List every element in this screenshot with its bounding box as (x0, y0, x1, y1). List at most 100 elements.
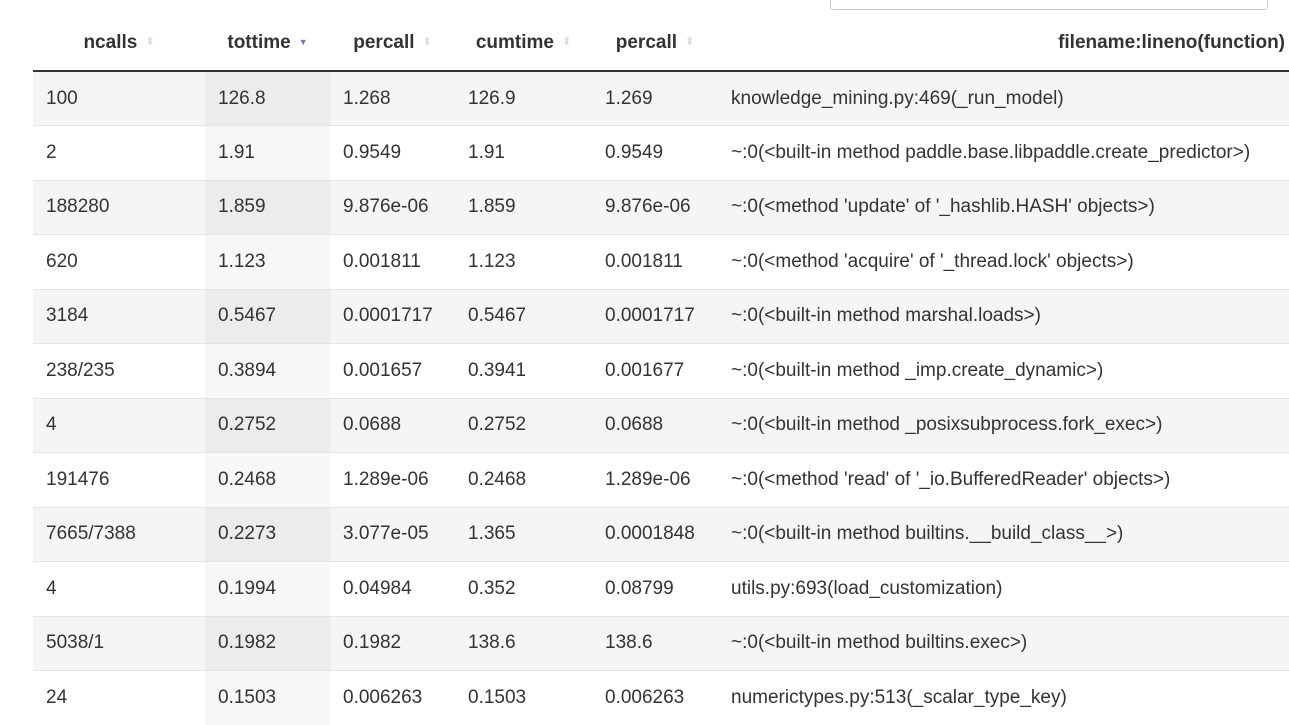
cell-tottime: 1.123 (205, 235, 330, 290)
cell-percall: 0.006263 (330, 671, 455, 725)
cell-cumtime: 0.1503 (455, 671, 592, 725)
cell-percall: 0.1982 (330, 616, 455, 671)
cell-percall: 0.9549 (330, 126, 455, 181)
cell-ncalls: 238/235 (33, 344, 205, 399)
cell-cumtime: 1.365 (455, 507, 592, 562)
cell-ncalls: 191476 (33, 453, 205, 508)
sort-descending-icon[interactable]: ▼ (299, 38, 308, 46)
cell-ncalls: 188280 (33, 180, 205, 235)
cell-percall-cumulative: 1.269 (592, 71, 718, 126)
column-header-filename[interactable]: filename:lineno(function) (718, 15, 1289, 71)
cell-percall: 0.001811 (330, 235, 455, 290)
cell-percall: 9.876e-06 (330, 180, 455, 235)
cell-cumtime: 0.2752 (455, 398, 592, 453)
cell-tottime: 1.91 (205, 126, 330, 181)
cell-percall: 1.268 (330, 71, 455, 126)
cell-percall: 0.04984 (330, 562, 455, 617)
cell-percall: 1.289e-06 (330, 453, 455, 508)
cell-ncalls: 3184 (33, 289, 205, 344)
sort-icon[interactable]: ⬍ (562, 38, 571, 46)
column-header-tottime[interactable]: tottime ▼ (205, 15, 330, 71)
cell-percall-cumulative: 0.001811 (592, 235, 718, 290)
cell-cumtime: 0.3941 (455, 344, 592, 399)
cell-tottime: 0.1982 (205, 616, 330, 671)
column-header-label: ncalls (83, 32, 137, 53)
column-header-label: tottime (227, 32, 290, 53)
column-header-label: filename:lineno(function) (1058, 32, 1285, 53)
column-header-cumtime[interactable]: cumtime ⬍ (455, 15, 592, 71)
cell-percall-cumulative: 0.0001848 (592, 507, 718, 562)
sort-icon[interactable]: ⬍ (145, 38, 154, 46)
cell-filename: ~:0(<method 'read' of '_io.BufferedReade… (718, 453, 1289, 508)
column-header-ncalls[interactable]: ncalls ⬍ (33, 15, 205, 71)
cell-tottime: 126.8 (205, 71, 330, 126)
cell-ncalls: 7665/7388 (33, 507, 205, 562)
cell-percall-cumulative: 9.876e-06 (592, 180, 718, 235)
cell-tottime: 0.2752 (205, 398, 330, 453)
cell-cumtime: 1.123 (455, 235, 592, 290)
cell-ncalls: 100 (33, 71, 205, 126)
column-header-percall[interactable]: percall ⬍ (330, 15, 455, 71)
cell-ncalls: 620 (33, 235, 205, 290)
cell-tottime: 0.3894 (205, 344, 330, 399)
sort-icon[interactable]: ⬍ (685, 38, 694, 46)
cell-filename: ~:0(<built-in method paddle.base.libpadd… (718, 126, 1289, 181)
cell-percall-cumulative: 0.006263 (592, 671, 718, 725)
cell-filename: ~:0(<built-in method marshal.loads>) (718, 289, 1289, 344)
cell-percall-cumulative: 138.6 (592, 616, 718, 671)
table-header-row: ncalls ⬍ tottime ▼ percall ⬍ cumtime ⬍ percall ⬍ f… (33, 15, 1289, 71)
sort-icon[interactable]: ⬍ (423, 38, 432, 46)
cell-percall-cumulative: 0.0001717 (592, 289, 718, 344)
cell-percall: 3.077e-05 (330, 507, 455, 562)
cell-percall-cumulative: 1.289e-06 (592, 453, 718, 508)
cell-percall: 0.0001717 (330, 289, 455, 344)
cell-percall-cumulative: 0.08799 (592, 562, 718, 617)
cell-tottime: 0.1503 (205, 671, 330, 725)
cell-tottime: 0.2273 (205, 507, 330, 562)
cell-filename: ~:0(<method 'acquire' of '_thread.lock' … (718, 235, 1289, 290)
cell-percall-cumulative: 0.001677 (592, 344, 718, 399)
cell-cumtime: 126.9 (455, 71, 592, 126)
column-header-percall-cumulative[interactable]: percall ⬍ (592, 15, 718, 71)
column-header-label: percall (616, 32, 677, 53)
cell-cumtime: 0.5467 (455, 289, 592, 344)
column-header-label: percall (353, 32, 414, 53)
cell-percall-cumulative: 0.9549 (592, 126, 718, 181)
cell-cumtime: 0.2468 (455, 453, 592, 508)
cell-cumtime: 1.859 (455, 180, 592, 235)
cell-filename: numerictypes.py:513(_scalar_type_key) (718, 671, 1289, 725)
cell-ncalls: 24 (33, 671, 205, 725)
cell-tottime: 0.5467 (205, 289, 330, 344)
cell-filename: ~:0(<built-in method builtins.__build_cl… (718, 507, 1289, 562)
cell-cumtime: 1.91 (455, 126, 592, 181)
cell-tottime: 0.1994 (205, 562, 330, 617)
cell-cumtime: 138.6 (455, 616, 592, 671)
cell-filename: ~:0(<method 'update' of '_hashlib.HASH' … (718, 180, 1289, 235)
cell-filename: ~:0(<built-in method _posixsubprocess.fo… (718, 398, 1289, 453)
cell-percall: 0.0688 (330, 398, 455, 453)
stats-table: ncalls ⬍ tottime ▼ percall ⬍ cumtime ⬍ percall ⬍ f… (33, 15, 1289, 725)
cell-filename: utils.py:693(load_customization) (718, 562, 1289, 617)
cell-ncalls: 5038/1 (33, 616, 205, 671)
cell-percall: 0.001657 (330, 344, 455, 399)
cell-tottime: 1.859 (205, 180, 330, 235)
cell-ncalls: 2 (33, 126, 205, 181)
column-header-label: cumtime (476, 32, 554, 53)
cell-filename: ~:0(<built-in method _imp.create_dynamic… (718, 344, 1289, 399)
search-input[interactable] (830, 0, 1268, 10)
cell-cumtime: 0.352 (455, 562, 592, 617)
cell-ncalls: 4 (33, 398, 205, 453)
